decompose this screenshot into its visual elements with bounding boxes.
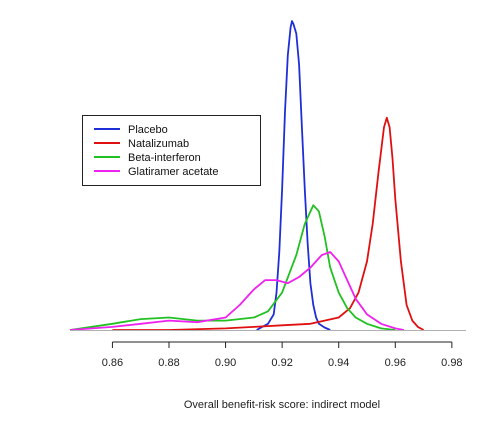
x-tick-label: 0.90: [215, 357, 236, 369]
x-tick-label: 0.92: [271, 357, 292, 369]
series-line-glatiramer-acetate: [69, 251, 404, 331]
legend-label: Beta-interferon: [128, 152, 201, 164]
x-tick-label: 0.86: [102, 357, 123, 369]
legend-label: Glatiramer acetate: [128, 166, 218, 178]
x-tick-label: 0.98: [441, 357, 462, 369]
legend-label: Placebo: [128, 124, 168, 136]
series-line-natalizumab: [112, 116, 425, 331]
legend-label: Natalizumab: [128, 138, 189, 150]
x-axis: 0.86 0.88 0.90 0.92 0.94 0.96 0.98: [102, 341, 463, 369]
legend: Placebo Natalizumab Beta-interferon Glatira…: [82, 115, 261, 186]
x-tick-label: 0.96: [385, 357, 406, 369]
legend-box: [82, 115, 261, 186]
x-axis-title: Overall benefit-risk score: indirect mod…: [184, 399, 380, 411]
x-tick-label: 0.94: [328, 357, 349, 369]
density-curves: [69, 20, 425, 331]
x-tick-label: 0.88: [158, 357, 179, 369]
series-line-placebo: [256, 20, 331, 331]
series-line-beta-interferon: [69, 204, 396, 331]
